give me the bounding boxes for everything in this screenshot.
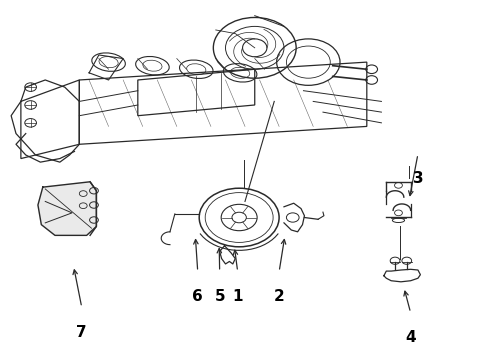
Text: 3: 3 [413, 171, 423, 186]
Text: 7: 7 [76, 325, 87, 340]
Text: 6: 6 [193, 289, 203, 304]
Polygon shape [38, 182, 97, 235]
Text: 4: 4 [405, 330, 416, 345]
Text: 5: 5 [214, 289, 225, 304]
Text: 2: 2 [274, 289, 285, 304]
Text: 1: 1 [232, 289, 243, 304]
